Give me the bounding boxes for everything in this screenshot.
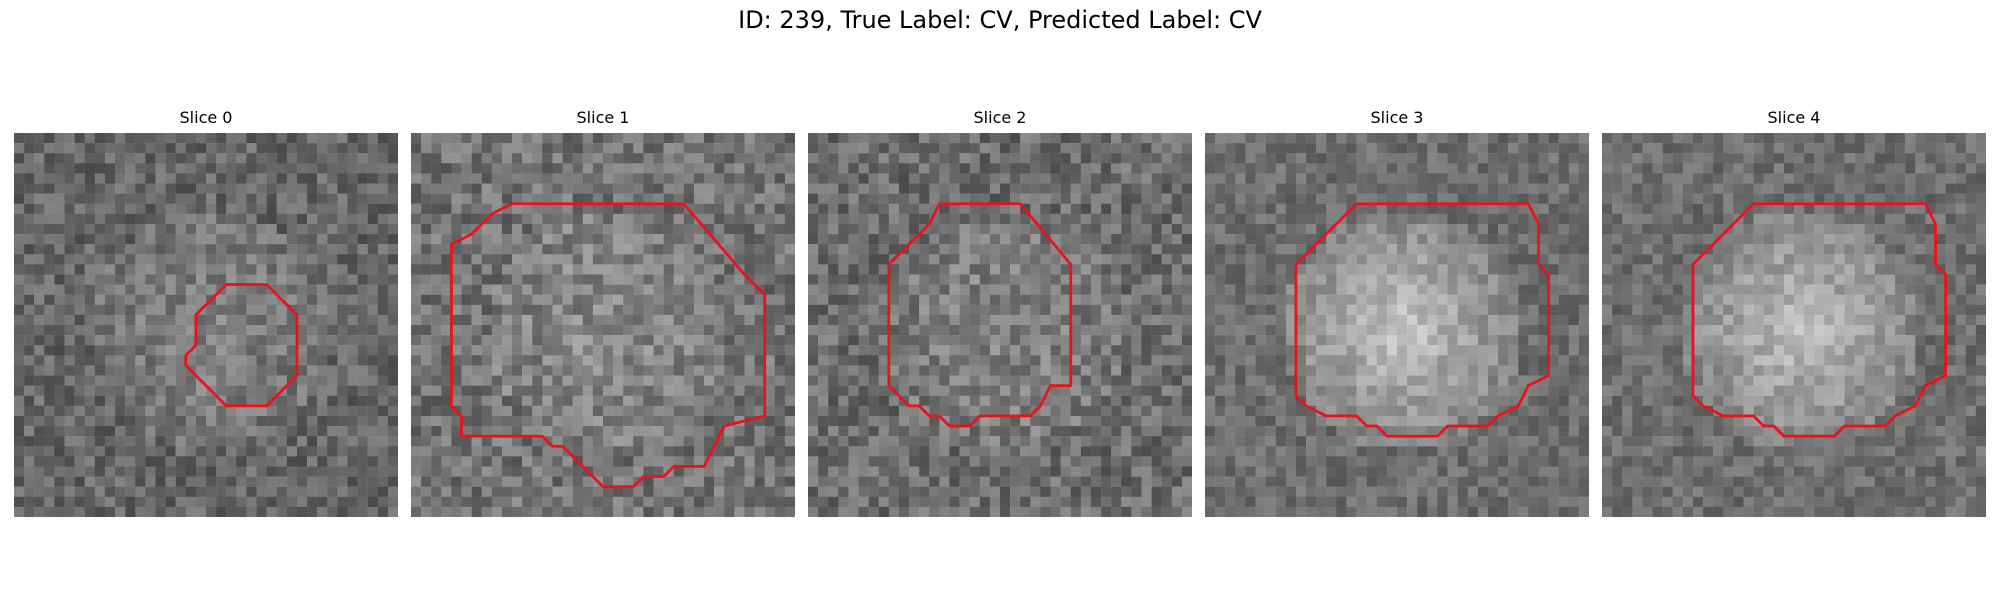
- slice-title: Slice 1: [576, 108, 630, 127]
- slice-image: [808, 133, 1192, 517]
- segmentation-contour: [887, 202, 1073, 428]
- slice-image: [1205, 133, 1589, 517]
- slice-image: [1602, 133, 1986, 517]
- segmentation-contour: [450, 202, 767, 489]
- figure-title: ID: 239, True Label: CV, Predicted Label…: [738, 6, 1262, 34]
- segmentation-contour: [1294, 202, 1550, 438]
- slice-title: Slice 3: [1370, 108, 1424, 127]
- slice-title: Slice 0: [179, 108, 233, 127]
- slice-title: Slice 4: [1767, 108, 1821, 127]
- slice-title: Slice 2: [973, 108, 1027, 127]
- slice-image: [14, 133, 398, 517]
- slice-image: [411, 133, 795, 517]
- segmentation-contour: [184, 283, 299, 408]
- segmentation-contour: [1691, 202, 1947, 438]
